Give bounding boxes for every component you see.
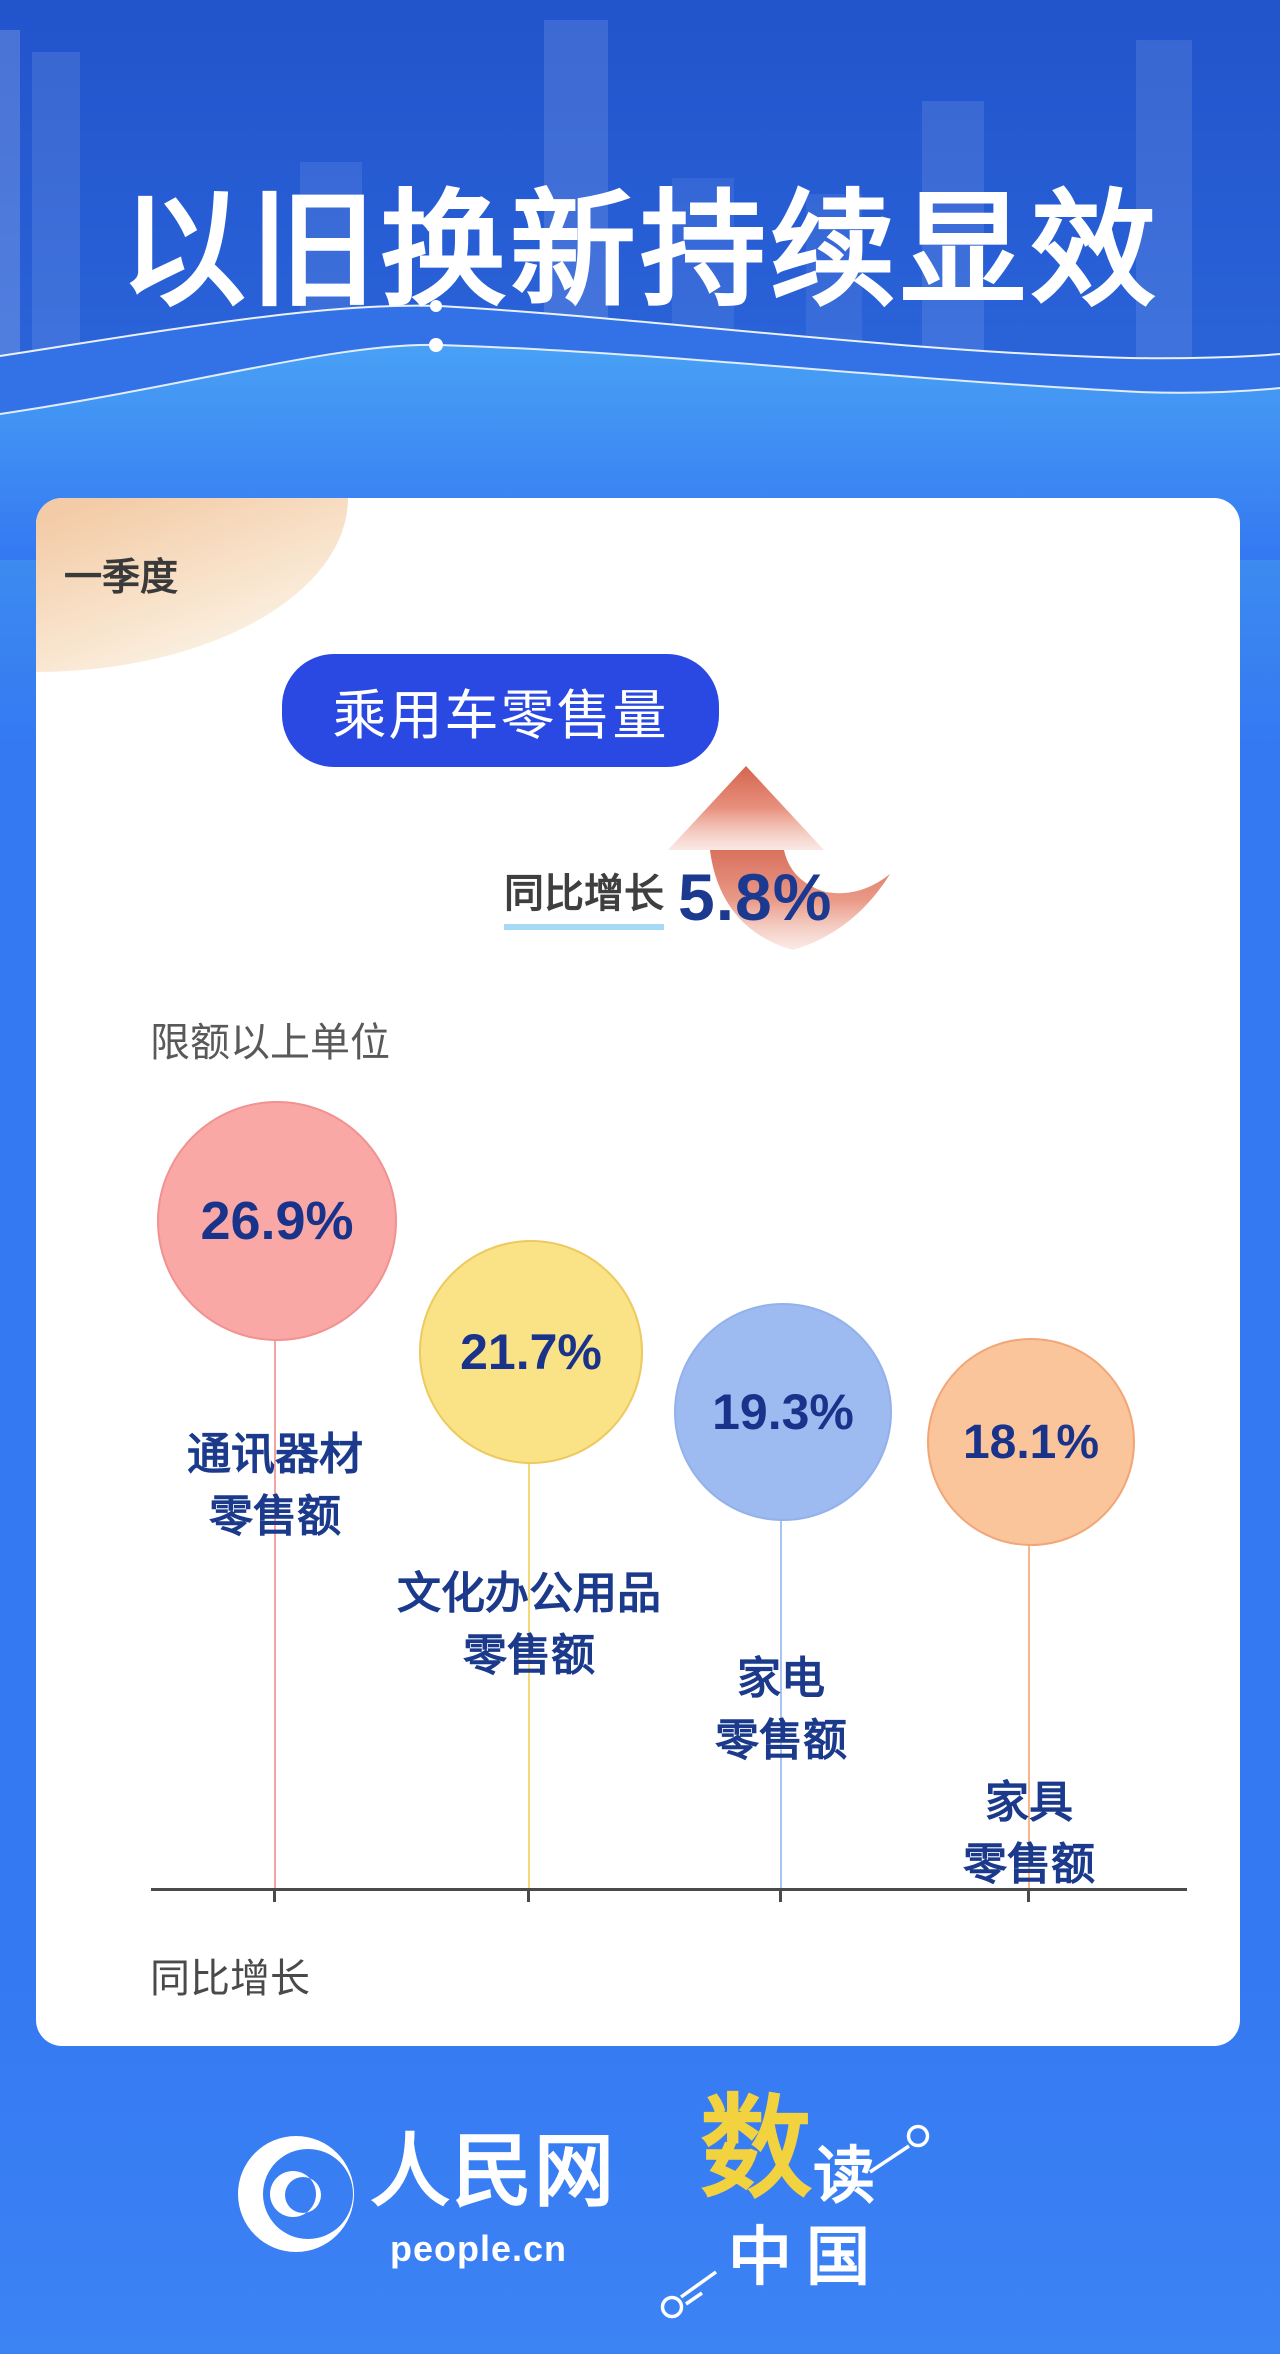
footer: 人民网 people.cn 数 读 中国	[0, 2046, 1280, 2354]
slogan-char-shu: 数	[700, 2088, 812, 2212]
growth-value: 5.8%	[678, 860, 833, 934]
balloon-value-office-supplies: 21.7%	[419, 1240, 643, 1464]
axis-tick	[527, 1891, 530, 1902]
slogan-zhongguo: 中国	[728, 2222, 884, 2293]
up-arrow-icon	[668, 766, 890, 950]
category-line2: 零售额	[963, 1840, 1095, 1889]
slogan-char-du: 读	[813, 2143, 876, 2211]
balloon-string	[780, 1514, 782, 1889]
balloon-string	[1028, 1541, 1030, 1889]
category-line1: 家具	[985, 1778, 1073, 1827]
category-line2: 零售额	[209, 1492, 341, 1541]
section-label: 限额以上单位	[150, 1021, 390, 1065]
balloon-string	[274, 1336, 276, 1889]
people-cn-url: people.cn	[390, 2228, 568, 2269]
wave-dot-upper	[430, 300, 442, 312]
wave-lower-line	[0, 343, 1280, 415]
period-label: 一季度	[64, 557, 179, 599]
wave-upper-line	[0, 304, 1280, 360]
axis-baseline	[151, 1888, 1187, 1891]
category-label-office-supplies: 文化办公用品 零售额	[397, 1563, 661, 1687]
passenger-car-pill: 乘用车零售量	[282, 654, 719, 767]
headline-growth: 同比增长 5.8%	[504, 864, 832, 930]
page-title: 以旧换新持续显效	[120, 180, 1160, 321]
category-label-appliances: 家电 零售额	[715, 1648, 847, 1772]
axis-tick	[1027, 1891, 1030, 1902]
category-line1: 文化办公用品	[397, 1569, 661, 1618]
category-line1: 通讯器材	[187, 1430, 363, 1479]
balloon-value-communication: 26.9%	[157, 1101, 397, 1341]
category-line2: 零售额	[463, 1631, 595, 1680]
category-label-communication: 通讯器材 零售额	[187, 1424, 363, 1548]
people-cn-logo-icon	[238, 2136, 354, 2252]
content-card: 一季度 乘用车零售量 同比增长 5.8% 限额以上单位 26.9%	[36, 498, 1240, 2046]
category-line1: 家电	[737, 1654, 825, 1703]
category-line2: 零售额	[715, 1716, 847, 1765]
wave-dot-lower	[429, 338, 443, 352]
balloon-value-appliances: 19.3%	[674, 1303, 892, 1521]
axis-tick	[779, 1891, 782, 1902]
balloon-value-furniture: 18.1%	[927, 1338, 1135, 1546]
axis-label: 同比增长	[150, 1957, 310, 2001]
slogan-pin-decorations	[660, 2124, 930, 2319]
balloon-string	[528, 1460, 530, 1889]
growth-label: 同比增长	[504, 870, 664, 930]
category-label-furniture: 家具 零售额	[963, 1772, 1095, 1896]
people-cn-logo-text: 人民网	[370, 2127, 616, 2216]
axis-tick	[273, 1891, 276, 1902]
